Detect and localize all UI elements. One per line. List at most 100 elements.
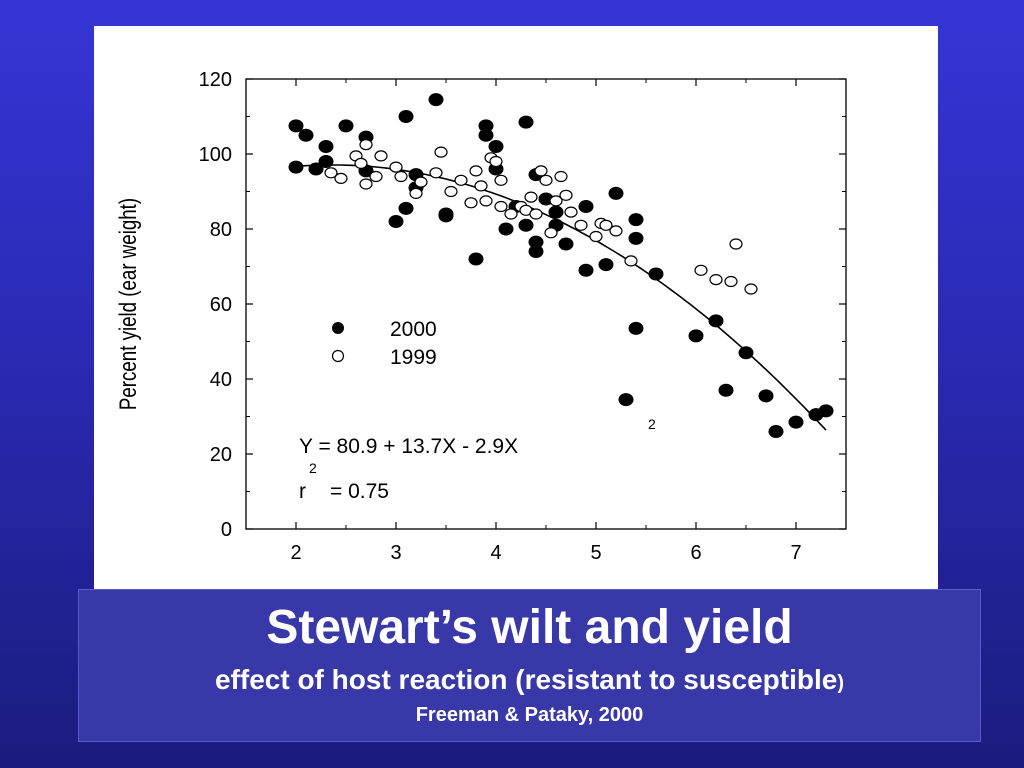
equation-superscript: 2 — [648, 416, 656, 432]
point-2000 — [428, 93, 444, 107]
point-2000 — [398, 110, 414, 123]
point-1999 — [394, 170, 408, 183]
point-1999 — [729, 238, 743, 250]
point-2000 — [488, 140, 504, 153]
point-2000 — [708, 314, 724, 328]
point-1999 — [724, 275, 738, 288]
axes: 0 20 40 60 80 100 120 2 3 4 5 6 7 — [199, 69, 847, 564]
fit-curve-layer — [295, 164, 827, 431]
slide-subtitle: effect of host reaction (resistant to su… — [79, 664, 980, 696]
point-1999 — [574, 219, 588, 231]
point-1999 — [609, 225, 623, 237]
point-2000 — [628, 231, 644, 245]
point-1999 — [589, 230, 603, 243]
point-2000 — [648, 267, 664, 281]
point-2000 — [338, 119, 354, 133]
point-2000 — [628, 321, 644, 335]
point-1999 — [469, 165, 483, 177]
y-axis-label: Percent yield (ear weight) — [115, 198, 142, 410]
x-tick-label: 2 — [290, 542, 301, 564]
point-2000 — [528, 245, 544, 258]
point-2000 — [618, 393, 634, 407]
point-2000 — [478, 128, 494, 142]
scatter-chart: 0 20 40 60 80 100 120 2 3 4 5 6 7 Percent yield (ear… — [115, 69, 847, 564]
point-1999 — [324, 167, 338, 179]
x-tick-label: 3 — [390, 542, 401, 564]
point-1999 — [694, 264, 708, 276]
x-tick-label: 7 — [790, 542, 801, 564]
point-1999 — [559, 189, 573, 201]
y-tick-label: 100 — [199, 144, 232, 166]
point-2000 — [468, 252, 484, 266]
point-2000 — [688, 329, 704, 343]
point-1999 — [624, 255, 638, 267]
point-1999 — [454, 174, 468, 186]
point-2000 — [388, 215, 404, 228]
point-1999 — [414, 176, 428, 188]
point-1999 — [479, 195, 493, 207]
point-2000 — [788, 415, 804, 429]
x-tick-label: 4 — [490, 542, 501, 564]
point-2000 — [718, 383, 734, 397]
point-1999 — [474, 180, 488, 192]
point-2000 — [518, 218, 534, 232]
point-1999 — [444, 185, 458, 198]
point-1999 — [534, 165, 548, 177]
r-squared-superscript: 2 — [309, 460, 317, 476]
point-1999 — [409, 187, 423, 199]
slide-citation: Freeman & Pataky, 2000 — [415, 704, 644, 726]
point-2000 — [578, 200, 594, 213]
point-2000 — [818, 404, 834, 418]
point-1999 — [539, 174, 553, 186]
legend-label-2000: 2000 — [390, 318, 437, 341]
point-1999 — [529, 208, 543, 220]
point-2000 — [318, 155, 334, 168]
point-2000 — [608, 186, 624, 200]
y-tick-label: 0 — [221, 519, 232, 541]
r-squared-prefix: r — [299, 480, 306, 503]
point-1999 — [354, 157, 368, 169]
point-2000 — [438, 209, 454, 223]
point-1999 — [389, 161, 403, 173]
point-2000 — [558, 237, 574, 251]
point-2000 — [548, 205, 564, 219]
point-1999 — [429, 167, 443, 179]
x-tick-label: 6 — [690, 542, 701, 564]
point-2000 — [498, 222, 514, 236]
slide-subtitle-close: ) — [837, 672, 844, 694]
point-2000 — [288, 160, 304, 174]
point-2000 — [318, 140, 334, 153]
data-points — [288, 93, 834, 438]
point-1999 — [744, 283, 758, 295]
point-1999 — [494, 200, 508, 213]
plot-frame — [245, 78, 847, 530]
point-2000 — [288, 119, 304, 133]
y-tick-label: 120 — [199, 69, 232, 91]
point-1999 — [504, 208, 518, 220]
point-1999 — [544, 227, 558, 239]
point-1999 — [434, 146, 448, 158]
point-2000 — [578, 263, 594, 277]
point-1999 — [359, 178, 373, 190]
legend-label-1999: 1999 — [390, 346, 437, 369]
legend-marker-1999 — [331, 349, 345, 363]
point-2000 — [628, 213, 644, 227]
point-2000 — [398, 201, 414, 215]
legend-marker-2000 — [332, 322, 344, 334]
point-2000 — [758, 389, 774, 403]
point-1999 — [524, 191, 538, 203]
point-1999 — [599, 219, 613, 231]
point-1999 — [564, 206, 578, 218]
point-1999 — [359, 138, 373, 151]
point-1999 — [549, 195, 563, 207]
title-box: Stewart’s wilt and yield effect of host … — [78, 589, 981, 742]
y-tick-label: 40 — [210, 369, 232, 391]
point-2000 — [298, 128, 314, 142]
point-2000 — [598, 258, 614, 272]
point-1999 — [489, 155, 503, 168]
point-1999 — [334, 172, 348, 184]
point-2000 — [738, 346, 754, 360]
y-tick-label: 80 — [210, 219, 232, 241]
chart-panel: 0 20 40 60 80 100 120 2 3 4 5 6 7 Percent yield (ear… — [94, 26, 938, 592]
y-tick-label: 20 — [210, 444, 232, 466]
